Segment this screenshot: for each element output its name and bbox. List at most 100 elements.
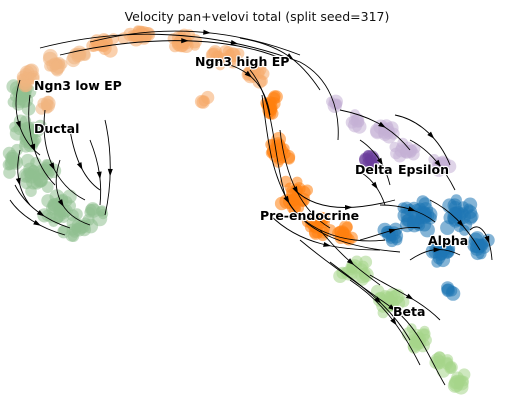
cell-point <box>252 61 267 77</box>
cluster-label-beta: Beta <box>393 304 425 319</box>
cell-point <box>41 159 52 170</box>
cell-point <box>20 177 33 190</box>
streamline-arrow <box>374 296 382 304</box>
cell-point <box>435 358 446 370</box>
cell-point <box>41 209 53 222</box>
cell-point <box>201 90 215 105</box>
streamline <box>294 189 396 208</box>
cell-point <box>71 223 82 234</box>
streamline-arrow <box>96 171 102 180</box>
streamline-arrow <box>371 181 378 190</box>
streamline <box>409 249 461 261</box>
cell-point <box>409 214 420 226</box>
streamline <box>104 119 111 216</box>
streamline-arrow <box>181 38 189 44</box>
streamline <box>429 199 481 251</box>
cell-point <box>445 286 461 301</box>
streamline-arrow <box>433 247 442 253</box>
streamline <box>261 94 401 253</box>
cell-point <box>399 143 411 155</box>
streamline-arrow <box>36 210 45 217</box>
cell-point <box>66 52 81 68</box>
cell-point <box>345 116 359 129</box>
streamline-arrow <box>484 235 490 244</box>
cell-point <box>367 158 379 170</box>
streamline <box>269 214 381 251</box>
cell-point <box>64 200 76 212</box>
streamline-arrow <box>376 157 383 166</box>
streamline-arrow <box>33 220 41 226</box>
cell-point <box>440 220 455 235</box>
cell-point <box>225 55 236 67</box>
cell-point <box>308 225 324 240</box>
cell-point <box>449 207 462 219</box>
cell-point <box>419 207 435 223</box>
streamline <box>239 37 321 91</box>
streamline <box>69 129 101 191</box>
streamline-arrow <box>244 70 253 78</box>
streamline-arrow <box>388 304 396 311</box>
streamline-arrow <box>388 228 397 234</box>
streamline <box>329 261 411 341</box>
cluster-label-alpha: Alpha <box>428 233 468 248</box>
streamline <box>59 40 286 61</box>
cell-point <box>46 58 60 72</box>
cell-point <box>58 225 69 236</box>
cell-point <box>269 90 283 104</box>
cell-point <box>291 176 303 188</box>
cluster-label-ngn3-high-ep: Ngn3 high EP <box>195 54 289 69</box>
streamline <box>369 274 441 321</box>
streamline-arrow <box>107 168 113 177</box>
cell-point <box>233 48 245 59</box>
cell-point <box>315 212 328 224</box>
streamline-arrow <box>57 199 64 207</box>
streamline-arrow <box>49 162 55 171</box>
cell-point <box>369 123 385 138</box>
cell-point <box>40 98 54 111</box>
cell-point <box>25 128 38 141</box>
velocity-streamlines <box>9 29 493 386</box>
streamline-arrow <box>203 29 211 35</box>
streamline <box>394 114 451 166</box>
cell-point <box>47 199 63 215</box>
cluster-label-delta: Delta <box>355 162 393 177</box>
streamline-arrow <box>323 242 331 247</box>
cell-point <box>463 205 478 220</box>
cell-point <box>25 73 37 85</box>
streamline-arrow <box>427 131 435 139</box>
cell-point <box>85 202 100 216</box>
cell-point <box>332 226 346 240</box>
cell-point <box>331 98 343 110</box>
cell-point <box>419 334 432 347</box>
streamline-arrow <box>390 317 397 326</box>
streamline-arrow <box>405 293 414 300</box>
cell-point <box>280 175 292 188</box>
cell-point <box>439 243 455 259</box>
streamline-arrow <box>378 121 386 128</box>
cell-point <box>13 95 27 109</box>
streamline-arrow <box>345 205 353 210</box>
cluster-label-pre-endocrine: Pre-endocrine <box>260 208 359 223</box>
streamline <box>349 279 421 366</box>
cell-point <box>458 368 471 381</box>
streamline <box>409 139 456 191</box>
streamline-arrow <box>230 40 239 45</box>
streamline-arrow <box>76 162 83 170</box>
cell-point <box>476 238 488 250</box>
cluster-label-ductal: Ductal <box>34 121 79 136</box>
streamline <box>469 226 493 261</box>
cell-point <box>346 261 359 274</box>
cell-point <box>19 137 31 148</box>
cell-point <box>4 159 16 171</box>
cell-point <box>390 147 402 160</box>
cell-point <box>354 117 365 128</box>
cluster-label-epsilon: Epsilon <box>398 162 449 177</box>
streamline-arrow <box>457 219 464 227</box>
streamline <box>39 33 339 141</box>
streamline-arrow <box>407 206 416 212</box>
cell-point <box>380 291 395 305</box>
streamline-arrow <box>30 143 36 152</box>
streamline-arrow <box>346 258 355 266</box>
streamline-arrow <box>15 120 21 129</box>
